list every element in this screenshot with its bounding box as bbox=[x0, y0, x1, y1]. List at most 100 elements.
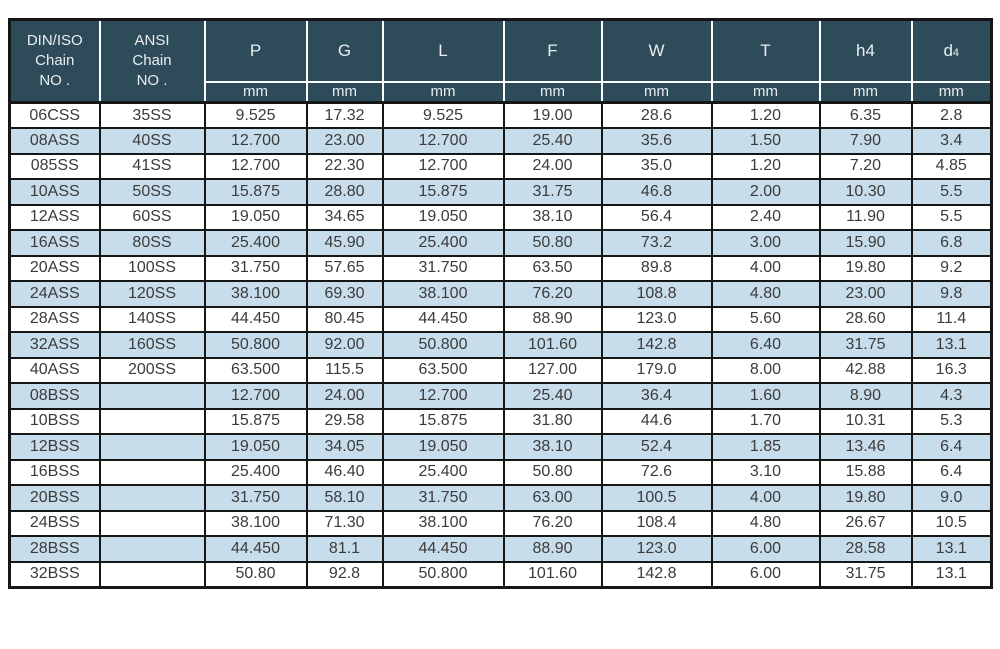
table-cell: 15.875 bbox=[203, 407, 308, 435]
table-cell: 1.50 bbox=[710, 127, 821, 155]
header-col-p: P bbox=[203, 18, 308, 83]
table-cell: 60SS bbox=[98, 203, 206, 231]
table-cell: 31.80 bbox=[502, 407, 603, 435]
table-cell: 19.050 bbox=[381, 433, 505, 461]
table-cell: 35SS bbox=[98, 101, 206, 129]
table-cell: 72.6 bbox=[600, 458, 713, 486]
table-cell: 08BSS bbox=[8, 382, 101, 410]
table-cell: 52.4 bbox=[600, 433, 713, 461]
table-cell: 23.00 bbox=[305, 127, 384, 155]
table-cell: 1.20 bbox=[710, 152, 821, 180]
table-row: 28BSS 44.450 81.1 44.450 88.90 123.0 6.00 28.58… bbox=[8, 535, 993, 563]
table-cell: 41SS bbox=[98, 152, 206, 180]
table-cell: 6.4 bbox=[910, 433, 993, 461]
table-cell: 80.45 bbox=[305, 305, 384, 333]
table-cell: 38.10 bbox=[502, 203, 603, 231]
table-cell: 6.00 bbox=[710, 535, 821, 563]
header-col-l: L bbox=[381, 18, 505, 83]
table-cell: 13.1 bbox=[910, 331, 993, 359]
table-cell: 31.750 bbox=[203, 254, 308, 282]
table-cell: 76.20 bbox=[502, 509, 603, 537]
table-cell: 28.58 bbox=[818, 535, 913, 563]
table-cell: 9.2 bbox=[910, 254, 993, 282]
table-row: 20BSS 31.750 58.10 31.750 63.00 100.5 4.00 19.8… bbox=[8, 484, 993, 512]
table-cell bbox=[98, 433, 206, 461]
table-cell: 15.875 bbox=[381, 407, 505, 435]
table-cell: 6.40 bbox=[710, 331, 821, 359]
table-cell: 35.6 bbox=[600, 127, 713, 155]
table-header: DIN/ISO Chain NO . ANSI Chain NO . P G L… bbox=[8, 18, 993, 104]
table-cell: 12.700 bbox=[203, 127, 308, 155]
table-cell: 76.20 bbox=[502, 280, 603, 308]
table-cell: 26.67 bbox=[818, 509, 913, 537]
table-cell: 3.00 bbox=[710, 229, 821, 257]
table-cell: 28.60 bbox=[818, 305, 913, 333]
table-cell: 1.70 bbox=[710, 407, 821, 435]
table-cell: 13.46 bbox=[818, 433, 913, 461]
table-cell: 15.90 bbox=[818, 229, 913, 257]
table-cell: 11.90 bbox=[818, 203, 913, 231]
table-cell: 10.31 bbox=[818, 407, 913, 435]
table-cell: 42.88 bbox=[818, 356, 913, 384]
table-cell: 8.90 bbox=[818, 382, 913, 410]
table-cell: 10.5 bbox=[910, 509, 993, 537]
table-cell: 12ASS bbox=[8, 203, 101, 231]
table-cell: 1.85 bbox=[710, 433, 821, 461]
table-cell: 6.35 bbox=[818, 101, 913, 129]
table-cell: 12.700 bbox=[381, 127, 505, 155]
header-col-t: T bbox=[710, 18, 821, 83]
table-cell: 06CSS bbox=[8, 101, 101, 129]
table-cell: 36.4 bbox=[600, 382, 713, 410]
table-cell: 34.65 bbox=[305, 203, 384, 231]
table-cell: 5.5 bbox=[910, 203, 993, 231]
unit-cell-d4: mm bbox=[910, 80, 993, 104]
table-cell bbox=[98, 560, 206, 588]
table-row: 16ASS 80SS 25.400 45.90 25.400 50.80 73.2 3.00 1… bbox=[8, 229, 993, 257]
table-row: 12ASS 60SS 19.050 34.65 19.050 38.10 56.4 2.40 1… bbox=[8, 203, 993, 231]
table-cell: 63.00 bbox=[502, 484, 603, 512]
table-cell: 2.40 bbox=[710, 203, 821, 231]
header-col-h4: h4 bbox=[818, 18, 913, 83]
table-cell: 10ASS bbox=[8, 178, 101, 206]
table-cell: 57.65 bbox=[305, 254, 384, 282]
table-cell: 1.20 bbox=[710, 101, 821, 129]
header-row-units: mm mm mm mm mm mm mm mm bbox=[10, 80, 993, 104]
table-cell: 9.525 bbox=[381, 101, 505, 129]
table-cell: 32ASS bbox=[8, 331, 101, 359]
table-cell: 58.10 bbox=[305, 484, 384, 512]
header-col-w: W bbox=[600, 18, 713, 83]
table-cell: 92.00 bbox=[305, 331, 384, 359]
table-cell: 31.750 bbox=[381, 254, 505, 282]
table-cell: 6.00 bbox=[710, 560, 821, 588]
table-cell: 19.80 bbox=[818, 484, 913, 512]
table-cell: 50SS bbox=[98, 178, 206, 206]
table-cell: 115.5 bbox=[305, 356, 384, 384]
table-cell: 31.75 bbox=[818, 331, 913, 359]
unit-cell-l: mm bbox=[381, 80, 505, 104]
table-cell: 35.0 bbox=[600, 152, 713, 180]
table-cell: 200SS bbox=[98, 356, 206, 384]
table-cell: 2.8 bbox=[910, 101, 993, 129]
table-cell: 38.100 bbox=[381, 280, 505, 308]
table-cell: 20ASS bbox=[8, 254, 101, 282]
table-cell: 123.0 bbox=[600, 305, 713, 333]
table-cell: 12BSS bbox=[8, 433, 101, 461]
table-cell: 28BSS bbox=[8, 535, 101, 563]
table-cell: 16BSS bbox=[8, 458, 101, 486]
table-cell bbox=[98, 509, 206, 537]
table-cell: 50.80 bbox=[203, 560, 308, 588]
table-cell: 142.8 bbox=[600, 560, 713, 588]
table-cell: 24.00 bbox=[305, 382, 384, 410]
table-row: 10ASS 50SS 15.875 28.80 15.875 31.75 46.8 2.00 1… bbox=[8, 178, 993, 206]
table-row: 06CSS 35SS 9.525 17.32 9.525 19.00 28.6 1.20 6.3… bbox=[8, 101, 993, 129]
table-cell: 179.0 bbox=[600, 356, 713, 384]
header-din-iso-chain-no: DIN/ISO Chain NO . bbox=[8, 18, 101, 104]
table-cell: 44.450 bbox=[381, 535, 505, 563]
table-cell: 63.50 bbox=[502, 254, 603, 282]
table-cell: 6.8 bbox=[910, 229, 993, 257]
table-row: 32BSS 50.80 92.8 50.800 101.60 142.8 6.00 31.75… bbox=[8, 560, 993, 588]
table-cell: 89.8 bbox=[600, 254, 713, 282]
table-cell: 4.85 bbox=[910, 152, 993, 180]
table-cell: 085SS bbox=[8, 152, 101, 180]
table-cell: 92.8 bbox=[305, 560, 384, 588]
